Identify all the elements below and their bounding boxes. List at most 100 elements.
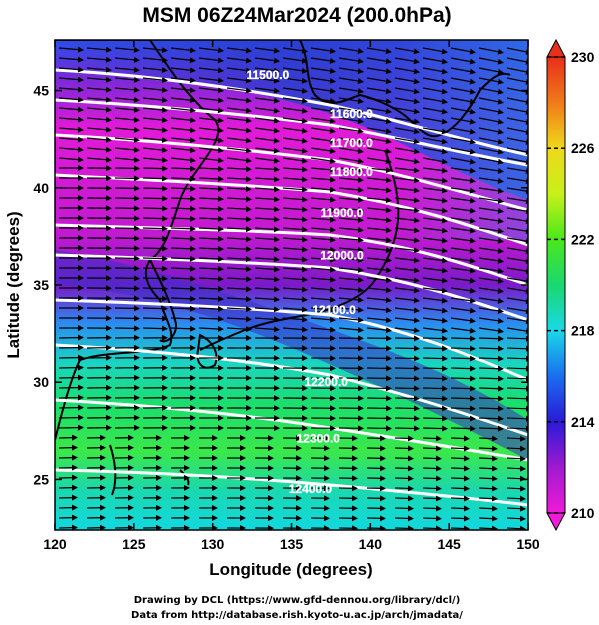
wind-arrow (142, 285, 168, 292)
wind-arrow (422, 475, 442, 482)
wind-arrow (142, 127, 168, 134)
wind-arrow (394, 415, 420, 422)
wind-arrow (310, 97, 336, 104)
wind-arrow (506, 425, 528, 432)
wind-arrow (310, 276, 336, 283)
wind-arrow (478, 227, 504, 234)
wind-vector-field (58, 46, 528, 530)
wind-arrow (254, 216, 280, 223)
wind-arrow (394, 47, 420, 55)
wind-arrow (226, 266, 252, 273)
wind-arrow (422, 395, 448, 402)
wind-arrow (58, 136, 84, 143)
wind-arrow (282, 256, 308, 263)
wind-arrow (478, 435, 498, 442)
wind-arrow (366, 57, 392, 65)
wind-arrow (478, 127, 504, 135)
wind-arrow (394, 355, 420, 362)
colorbar: 210 214 218 222 226 230 (546, 38, 595, 532)
wind-arrow (478, 297, 504, 304)
wind-arrow (142, 57, 168, 64)
wind-arrow (506, 157, 528, 165)
wind-arrow (450, 485, 470, 492)
wind-arrow (86, 46, 112, 53)
wind-arrow (338, 137, 364, 144)
wind-arrow (226, 117, 252, 124)
wind-arrow (58, 56, 84, 63)
wind-arrow (478, 197, 504, 204)
wind-arrow (254, 246, 280, 253)
wind-arrow (422, 247, 448, 254)
wind-arrow (506, 247, 528, 254)
wind-arrow (394, 425, 420, 432)
wind-arrow (450, 67, 476, 75)
wind-arrow (366, 167, 392, 174)
wind-arrow (478, 327, 504, 334)
wind-arrow (366, 127, 392, 135)
wind-arrow (254, 186, 280, 193)
x-tick-label: 145 (437, 536, 461, 552)
wind-arrow (450, 257, 476, 264)
wind-arrow (478, 167, 504, 174)
wind-arrow (450, 375, 476, 382)
wind-arrow (282, 236, 308, 243)
wind-arrow (226, 176, 252, 183)
wind-arrow (394, 385, 420, 392)
wind-arrow (282, 127, 308, 134)
wind-arrow (114, 265, 140, 272)
wind-arrow (394, 127, 420, 135)
wind-arrow (198, 305, 224, 312)
wind-arrow (170, 77, 196, 84)
wind-arrow (170, 67, 196, 74)
wind-arrow (338, 226, 364, 233)
wind-arrow (422, 375, 448, 382)
wind-arrow (254, 256, 280, 263)
wind-arrow (394, 475, 414, 482)
contour-label: 12200.0 (304, 375, 348, 389)
wind-arrow (366, 317, 392, 324)
wind-arrow (478, 335, 504, 342)
wind-arrow (422, 485, 442, 492)
wind-arrow (506, 277, 528, 284)
wind-arrow (310, 186, 336, 193)
wind-arrow (226, 286, 252, 293)
wind-arrow (254, 236, 280, 243)
wind-arrow (394, 187, 420, 194)
wind-arrow (58, 156, 84, 163)
wind-arrow (422, 147, 448, 155)
wind-arrow (478, 345, 504, 352)
wind-arrow (366, 117, 392, 125)
wind-arrow (422, 97, 448, 105)
wind-arrow (478, 415, 504, 422)
x-axis-ticks: 120 125 130 135 140 145 150 (43, 40, 540, 552)
wind-arrow (142, 215, 168, 222)
wind-arrow (114, 116, 140, 123)
wind-arrow (450, 147, 476, 155)
wind-arrow (422, 167, 448, 174)
wind-arrow (422, 237, 448, 244)
wind-arrow (478, 247, 504, 254)
wind-arrow (254, 147, 280, 154)
wind-arrow (478, 257, 504, 264)
wind-arrow (198, 275, 224, 282)
wind-arrow (506, 415, 528, 422)
wind-arrow (338, 166, 364, 173)
wind-arrow (170, 215, 196, 222)
wind-arrow (86, 126, 112, 133)
wind-arrow (450, 267, 476, 274)
colorbar-tick-label: 222 (571, 231, 595, 247)
wind-arrow (422, 495, 442, 502)
wind-arrow (338, 87, 364, 94)
wind-arrow (506, 87, 528, 95)
wind-arrow (58, 146, 84, 153)
wind-arrow (282, 137, 308, 144)
wind-arrow (422, 87, 448, 95)
wind-arrow (450, 167, 476, 174)
wind-arrow (198, 147, 224, 154)
wind-arrow (394, 465, 414, 472)
wind-arrow (422, 197, 448, 204)
wind-arrow (114, 76, 140, 83)
wind-arrow (394, 87, 420, 95)
wind-arrow (366, 237, 392, 244)
wind-arrow (142, 185, 168, 192)
